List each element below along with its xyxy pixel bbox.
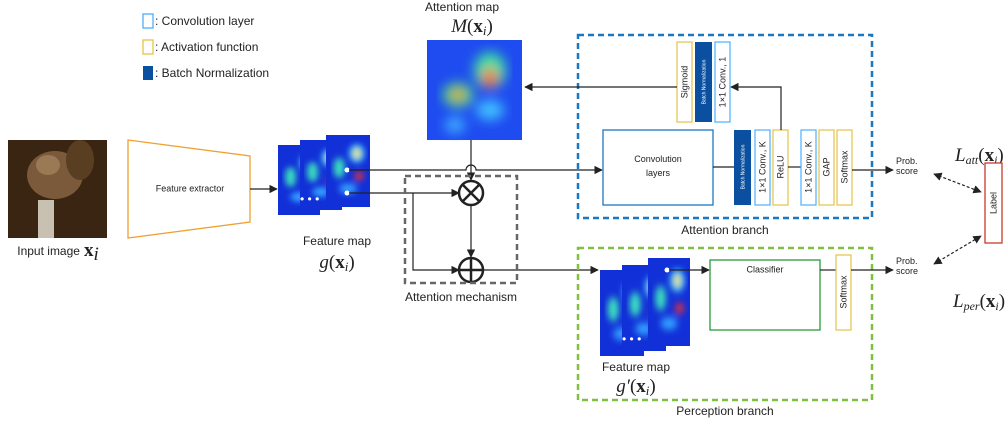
multiply-node: [457, 179, 485, 207]
attention-branch-title: Attention branch: [681, 223, 768, 237]
label-text: Label: [988, 192, 998, 214]
attention-map-title: Attention map: [425, 0, 499, 14]
conv-box: [800, 129, 817, 206]
feature-extractor-label: Feature extractor: [156, 183, 225, 193]
attention-loss: Latt(xi): [954, 145, 1004, 166]
layer-label: 1×1 Conv., K: [757, 141, 767, 193]
layer-label: Softmax: [839, 150, 849, 184]
legend-item: : Convolution layer: [155, 14, 254, 28]
feature-map-label: Feature map: [602, 360, 670, 374]
attention-mechanism-box: [403, 174, 519, 285]
arrow: [730, 82, 782, 130]
label-box: [984, 162, 1003, 244]
layer-label: GAP: [821, 157, 831, 176]
dot: [664, 267, 670, 273]
bn-box: [734, 130, 751, 205]
prob-score: Prob. score: [896, 156, 918, 176]
feature-map-symbol: g′(xi): [616, 376, 655, 398]
layer-label: Sigmoid: [679, 66, 689, 99]
dot: [344, 190, 350, 196]
ellipsis: • • •: [622, 332, 641, 346]
attention-branch-box: [576, 33, 874, 220]
layer-label: Batch Normalization: [740, 144, 746, 189]
convolution-layers-label: Convolution layers: [634, 154, 682, 178]
classifier-label: Classifier: [746, 264, 783, 274]
layer-label: 1×1 Conv., 1: [717, 57, 727, 108]
feature-map-label: Feature map: [303, 234, 371, 248]
input-image: [8, 140, 107, 238]
activation-box: [835, 254, 852, 331]
conv-box: [714, 41, 731, 123]
activation-box: [676, 41, 693, 123]
perception-loss: Lper(xi): [952, 291, 1005, 312]
bn-box: [695, 42, 712, 122]
dashed-arrow: [933, 172, 982, 194]
legend-item: : Batch Normalization: [155, 66, 269, 80]
arrow: [349, 164, 603, 175]
conv-box: [754, 129, 771, 206]
ellipsis: • • •: [300, 192, 319, 206]
layer-label: ReLU: [775, 155, 785, 178]
convolution-layers-box: [602, 129, 714, 206]
legend-swatch: [142, 39, 154, 55]
legend-swatch: [143, 66, 153, 80]
legend-swatch: [142, 13, 154, 29]
feature-map-symbol: g(xi): [319, 252, 354, 274]
add-node: [457, 256, 485, 284]
classifier-box: [709, 259, 821, 331]
activation-box: [818, 129, 835, 206]
layer-label: Softmax: [838, 275, 848, 309]
attention-map-symbol: M(xi): [450, 16, 493, 38]
arrow: [412, 193, 460, 275]
attention-map-image: [427, 40, 522, 140]
layer-label: Batch Normalization: [701, 59, 707, 104]
activation-box: [836, 129, 853, 206]
feature-extractor-box: [127, 139, 251, 239]
legend-item: : Activation function: [155, 40, 258, 54]
input-image-label: Input image xi: [17, 240, 99, 265]
perception-branch-box: [576, 246, 874, 402]
perception-branch-title: Perception branch: [676, 404, 773, 418]
dashed-arrow: [933, 235, 982, 265]
attention-mechanism-label: Attention mechanism: [405, 290, 517, 304]
prob-score: Prob. score: [896, 256, 918, 276]
dot: [344, 167, 350, 173]
layer-label: 1×1 Conv., K: [803, 141, 813, 193]
